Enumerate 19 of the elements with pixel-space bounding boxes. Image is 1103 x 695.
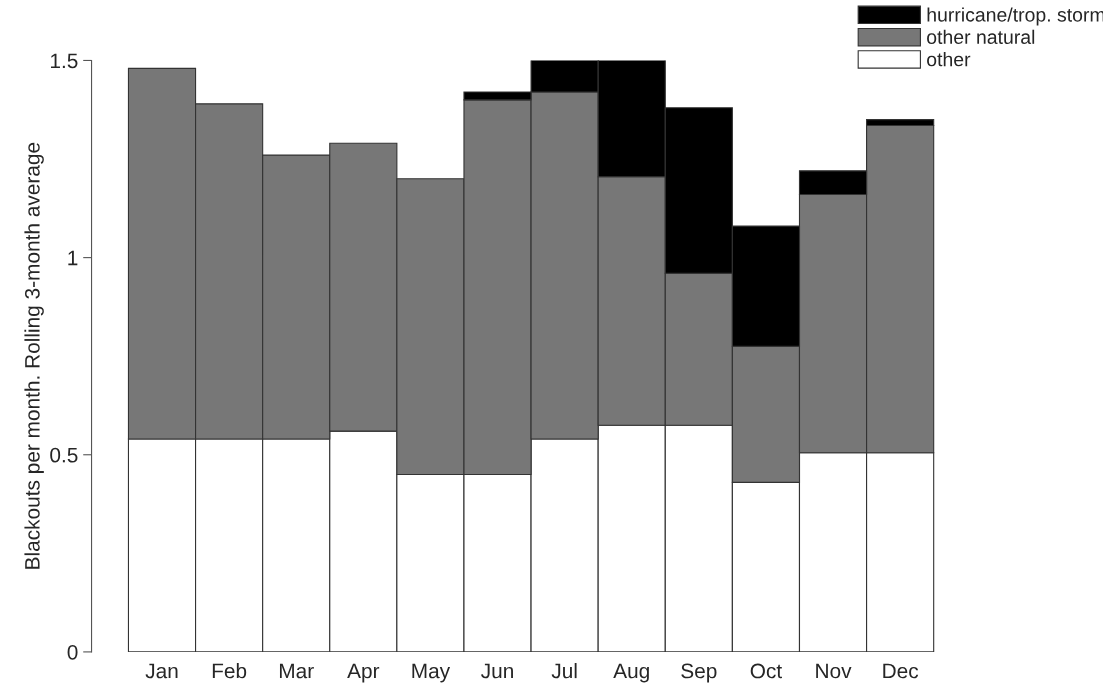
y-axis-title: Blackouts per month. Rolling 3-month average xyxy=(24,142,44,569)
y-tick-label: 0.5 xyxy=(50,447,78,463)
x-tick-label: Dec xyxy=(883,663,919,679)
y-tick-label: 1 xyxy=(68,250,78,266)
x-tick-label: Feb xyxy=(212,663,247,679)
x-tick-label: Aug xyxy=(613,663,649,683)
x-tick-label: May xyxy=(412,663,451,683)
legend-label: other natural xyxy=(927,29,1035,45)
y-tick-label: 0 xyxy=(67,644,78,660)
y-tick-label: 1.5 xyxy=(50,53,78,69)
x-tick-label: Mar xyxy=(279,663,314,679)
x-tick-label: Oct xyxy=(750,663,782,679)
x-tick-label: Sep xyxy=(681,663,717,683)
x-tick-label: Jul xyxy=(551,663,577,679)
x-tick-label: Jan xyxy=(145,663,178,679)
x-tick-label: Apr xyxy=(347,663,380,683)
legend-label: other xyxy=(927,52,971,67)
x-tick-label: Jun xyxy=(481,663,513,679)
x-tick-label: Nov xyxy=(816,663,852,679)
